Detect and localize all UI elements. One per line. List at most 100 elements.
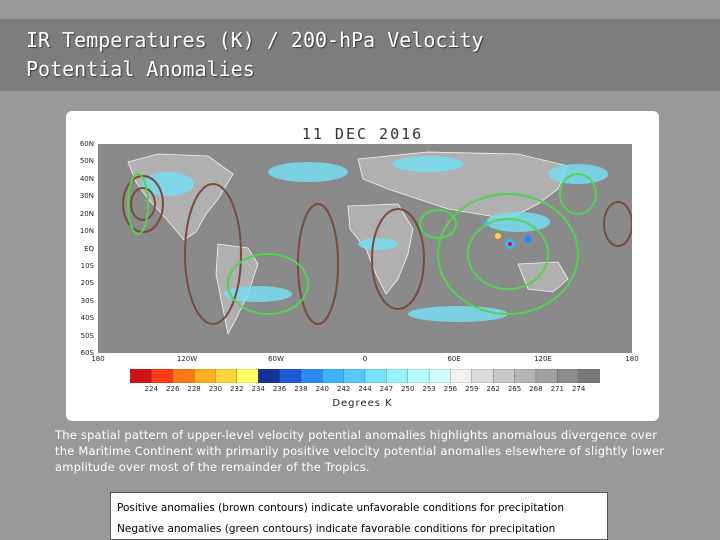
colorbar-label: 226 [166,385,180,393]
colorbar-swatch [193,369,216,383]
negative-contour [437,193,579,315]
negative-contour [467,218,549,290]
positive-contours [122,175,632,325]
colorbar-label: 232 [230,385,244,393]
colorbar-label: 259 [465,385,479,393]
latitude-label: 40S [80,314,94,323]
positive-contour [603,201,632,247]
cloud-patch [392,156,464,172]
colorbar-swatch [557,369,580,383]
colorbar-swatch [300,369,323,383]
latitude-label: 20N [79,209,94,218]
latitude-label: 20S [80,279,94,288]
map-image [98,144,632,353]
colorbar-swatch [215,369,238,383]
negative-contour [227,253,309,315]
title-line-1: IR Temperatures (K) / 200-hPa Velocity [26,28,484,52]
map-date: 11 DEC 2016 [301,125,424,143]
colorbar-label: 244 [358,385,372,393]
map-panel: 11 DEC 2016 60N 50N 40N 30N 20N 10N EQ 10S 20S 30… [66,111,659,421]
cold-cloud-top [495,233,501,239]
positive-contour [122,175,164,233]
colorbar-label: 274 [571,385,586,393]
cloud-patch [224,286,292,302]
colorbar-label: 250 [401,385,415,393]
positive-contour [130,187,156,221]
colorbar-swatch [258,369,280,383]
slide-title: IR Temperatures (K) / 200-hPa Velocity P… [26,26,666,84]
colorbar-label: 236 [272,385,287,393]
colorbar-label: 268 [529,385,543,393]
cold-cloud-tops [483,221,532,249]
longitude-label: 180 [91,355,105,363]
latitude-label: 50N [79,157,94,166]
colorbar-label: 242 [336,385,351,393]
colorbar-swatch [493,369,515,383]
longitude-label: 120W [176,355,198,363]
cloud-patch [486,212,550,232]
colorbar-label: 262 [486,385,500,393]
colorbar-swatch [130,369,152,383]
colorbar-swatch [578,369,600,383]
colorbar-label: 271 [550,385,564,393]
longitude-label: 60E [447,355,461,363]
colorbar-swatch [151,369,174,383]
latitude-label: 50S [80,331,94,340]
colorbar-label: 234 [251,385,265,393]
colorbar-label: 265 [507,385,522,393]
longitude-label: 180 [625,355,639,363]
positive-contour [371,208,425,310]
colorbar-swatch [386,369,409,383]
latitude-label: 40N [79,174,94,183]
colorbar-label: 224 [144,385,159,393]
colorbar-swatch [428,369,451,383]
colorbar-swatch [236,369,259,383]
cloud-patch [142,172,194,196]
legend-positive: Positive anomalies (brown contours) indi… [117,502,564,514]
colorbar-label: 256 [443,385,458,393]
colorbar-swatch [450,369,473,383]
latitude-label: 10S [80,261,94,270]
negative-contour [127,173,149,235]
colorbar-swatch [279,369,302,383]
colorbar-label: 240 [315,385,329,393]
positive-contour [184,183,242,325]
colorbar-label: 247 [379,385,394,393]
colorbar-swatch [343,369,366,383]
colorbar-label: 238 [294,385,308,393]
latitude-label: 30N [79,192,94,201]
colorbar-units: Degrees K [332,398,393,409]
colorbar-label: 230 [208,385,223,393]
legend-negative: Negative anomalies (green contours) indi… [117,523,556,535]
longitude-label: 0 [362,355,368,363]
colorbar-swatch [471,369,494,383]
cold-cloud-top [508,242,512,246]
negative-contour [419,209,457,239]
latitude-label: 60S [80,349,94,357]
cloud-patches [142,156,608,322]
colorbar-swatch [322,369,345,383]
title-bar [0,19,720,91]
latitude-label: 60N [79,140,94,148]
latitude-label: 30S [80,296,94,305]
cloud-patch [268,162,348,182]
contour-legend: Positive anomalies (brown contours) indi… [110,492,608,540]
colorbar [130,369,600,383]
cloud-patch [358,238,398,250]
cloud-patch [408,306,508,322]
cold-cloud-top [524,235,532,243]
description-text: The spatial pattern of upper-level veloc… [55,428,665,474]
colorbar-label: 228 [187,385,201,393]
latitude-label: 10N [79,227,94,236]
colorbar-swatch [407,369,430,383]
title-line-2: Potential Anomalies [26,57,255,81]
colorbar-swatch [535,369,558,383]
negative-contour [559,173,597,215]
colorbar-swatch [172,369,195,383]
longitude-label: 120E [534,355,552,363]
longitude-label: 60W [268,355,284,363]
latitude-label: EQ [84,244,94,253]
colorbar-swatch [514,369,537,383]
colorbar-label: 253 [422,385,436,393]
colorbar-swatch [364,369,387,383]
